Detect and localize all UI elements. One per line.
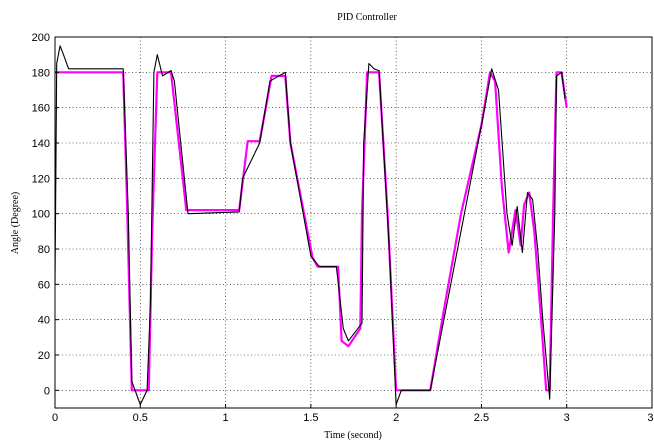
x-tick-label: 0.5 [133,412,148,424]
x-tick-label: 3. [647,412,654,424]
chart-title: PID Controller [337,12,397,23]
y-tick-label: 140 [32,138,50,150]
plot-frame [54,36,653,409]
y-tick-label: 100 [32,209,50,221]
x-tick-label: 2 [393,412,399,424]
y-tick-label: 160 [32,103,50,115]
series-line-black [54,45,566,406]
y-axis-label: Angle (Degree) [10,192,21,254]
y-tick-label: 0 [44,385,50,397]
y-tick-label: 20 [38,350,50,362]
y-tick-label: 180 [32,67,50,79]
y-tick-label: 60 [38,279,50,291]
y-tick-label: 120 [32,173,50,185]
x-tick-label: 0 [52,412,58,424]
x-axis-label: Time (second) [324,430,382,441]
x-tick-label: 1.5 [303,412,318,424]
y-tick-label: 80 [38,244,50,256]
x-tick-label: 3 [564,412,570,424]
x-tick-label: 1 [223,412,229,424]
series-line-magenta [55,71,568,392]
grid [55,37,652,408]
tick-labels: 0 0.5 1 1.5 2 2.5 3 3. 0 20 40 60 80 100 120 140 160 180 2… [32,32,654,424]
y-tick-label: 40 [38,315,50,327]
series-layer [54,45,568,406]
x-tick-label: 2.5 [474,412,489,424]
y-tick-label: 200 [32,32,50,44]
